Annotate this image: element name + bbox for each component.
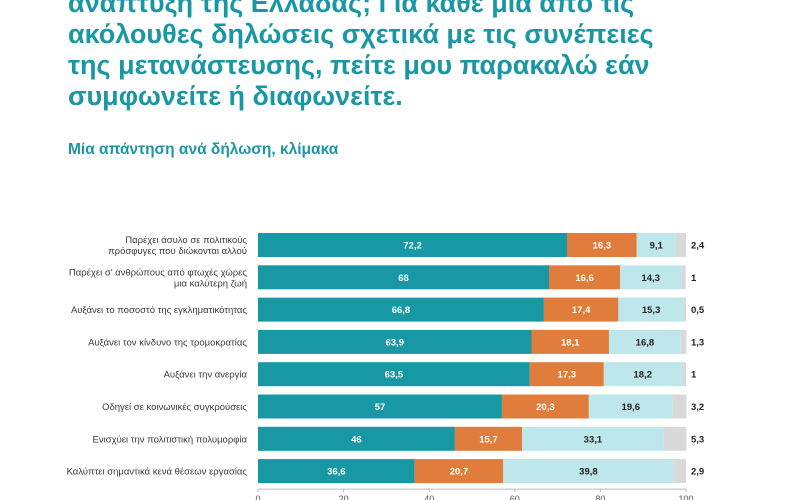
bar-segment: [258, 426, 455, 451]
bar-segment: [258, 362, 530, 387]
bar-segment: [522, 426, 664, 451]
bar-segment: [531, 329, 609, 354]
bar-segment: [258, 394, 502, 419]
bar-segment: [680, 329, 687, 354]
data-label: 16,6: [575, 273, 594, 284]
data-label: 18,1: [561, 337, 580, 348]
data-label: 19,6: [622, 402, 641, 413]
category-label: μια καλύτερη ζωή: [174, 278, 247, 289]
bar-segment: [608, 329, 681, 354]
bar-segment: [258, 329, 532, 354]
data-label: 36,6: [327, 467, 346, 478]
data-label: 17,4: [572, 305, 591, 316]
x-tick-label: 100: [678, 494, 693, 500]
data-label: 20,3: [536, 402, 555, 413]
bar-segment: [620, 265, 682, 290]
data-label: 0,5: [691, 305, 705, 316]
bar-segment: [603, 362, 682, 387]
bar-segment: [503, 459, 674, 484]
title-line: ακόλουθες δηλώσεις σχετικά με τις συνέπε…: [68, 19, 654, 49]
data-label: 1,3: [691, 337, 704, 348]
bar-segment: [414, 459, 504, 484]
data-label: 1: [691, 273, 697, 284]
category-label: Αυξάνει τον κίνδυνο της τρομοκρατίας: [88, 337, 247, 348]
data-label: 66,8: [392, 305, 411, 316]
chart-subtitle: Μία απάντηση ανά δήλωση, κλίμακα: [68, 141, 339, 158]
bar-segment: [681, 362, 686, 387]
bar-segment: [258, 297, 544, 322]
bar-segment: [454, 426, 523, 451]
category-label: Αυξάνει το ποσοστό της εγκληματικότητας: [71, 305, 247, 316]
data-label: 46: [351, 434, 362, 445]
data-label: 16,8: [636, 337, 655, 348]
bar-segment: [672, 394, 687, 419]
category-label: Ενισχύει την πολιτιστική πολυμορφία: [93, 434, 248, 445]
data-label: 16,3: [593, 241, 612, 252]
bar-segment: [636, 233, 676, 257]
x-tick-label: 0: [255, 494, 260, 500]
bar-segment: [258, 459, 415, 484]
category-label: Παρέχει σ’ ανθρώπους από φτωχές χώρες: [69, 267, 248, 278]
data-label: 15,3: [642, 305, 661, 316]
data-label: 1: [691, 370, 697, 381]
bar-segment: [258, 233, 568, 257]
data-label: 20,7: [450, 467, 469, 478]
x-tick-label: 40: [424, 494, 434, 500]
x-tick-label: 60: [510, 494, 520, 500]
bar-segment: [549, 265, 621, 290]
bar-segment: [501, 394, 589, 419]
title-line: συμφωνείτε ή διαφωνείτε.: [68, 81, 403, 111]
data-label: 2,9: [691, 467, 704, 478]
data-label: 15,7: [479, 434, 498, 445]
data-label: 5,3: [691, 434, 704, 445]
data-label: 72,2: [403, 241, 422, 252]
bar-segment: [543, 297, 619, 322]
data-label: 18,2: [634, 370, 653, 381]
chart-title: ανάπτυξη της Ελλάδας; Για κάθε μία από τ…: [68, 0, 768, 112]
data-label: 39,8: [579, 467, 598, 478]
bar-segment: [529, 362, 604, 387]
bar-segment: [675, 233, 686, 257]
category-label: πρόσφυγες που διώκονται αλλού: [108, 246, 247, 257]
data-label: 63,9: [385, 337, 404, 348]
data-label: 3,2: [691, 402, 704, 413]
bar-segment: [683, 297, 686, 322]
bar-segment: [673, 459, 686, 484]
bar-segment: [681, 265, 686, 290]
data-label: 33,1: [584, 434, 603, 445]
x-tick-label: 80: [595, 494, 605, 500]
data-label: 14,3: [641, 273, 660, 284]
bar-segment: [588, 394, 673, 419]
data-label: 9,1: [650, 241, 664, 252]
data-label: 68: [398, 273, 409, 284]
category-label: Οδηγεί σε κοινωνικές συγκρούσεις: [102, 402, 247, 413]
data-label: 57: [375, 402, 386, 413]
data-label: 63,5: [385, 370, 404, 381]
bar-segment: [567, 233, 637, 257]
title-line: ανάπτυξη της Ελλάδας; Για κάθε μία από τ…: [68, 0, 635, 18]
data-label: 2,4: [691, 241, 705, 252]
category-label: Καλύπτει σημαντικά κενά θέσεων εργασίας: [67, 467, 248, 478]
data-label: 17,3: [558, 370, 577, 381]
bar-segment: [618, 297, 684, 322]
category-label: Παρέχει άσυλο σε πολιτικούς: [125, 235, 247, 246]
category-label: Αυξάνει την ανεργία: [164, 370, 248, 381]
title-line: της μετανάστευσης, πείτε μου παρακαλώ εά…: [68, 50, 650, 80]
x-tick-label: 20: [339, 494, 349, 500]
bar-segment: [663, 426, 687, 451]
bar-segment: [258, 265, 550, 290]
